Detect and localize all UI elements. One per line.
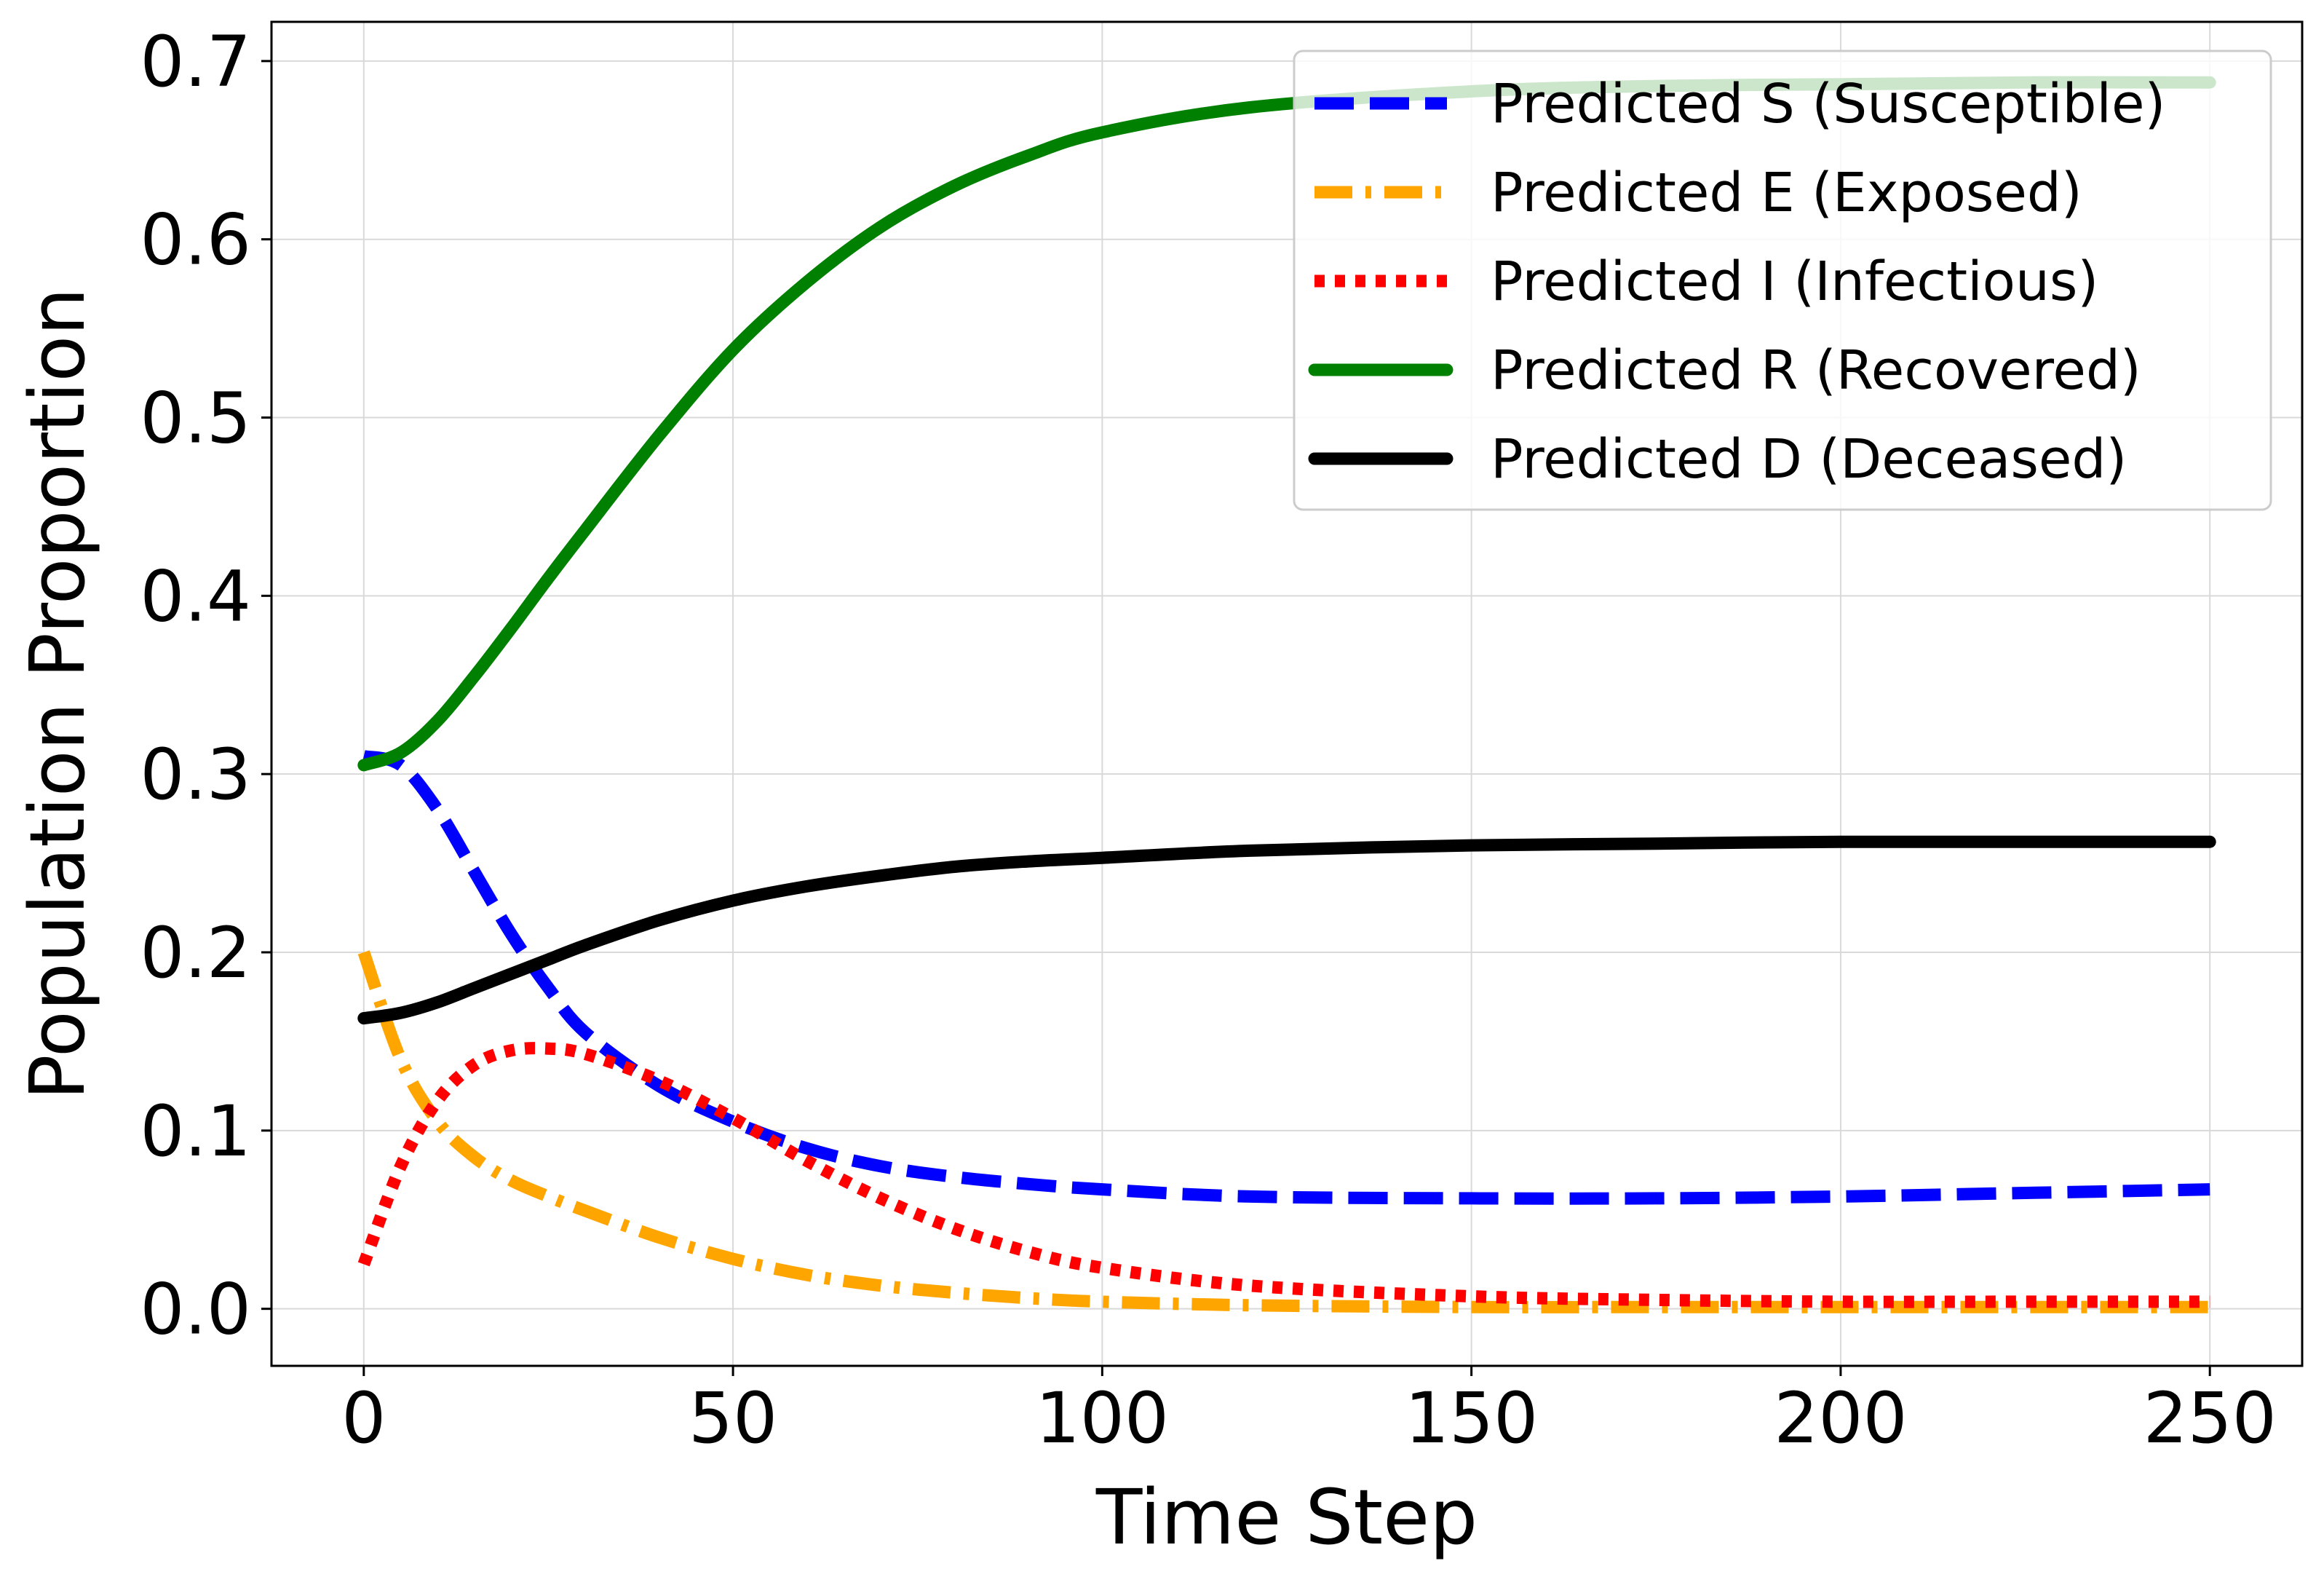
x-tick-label: 100 [1036,1378,1169,1459]
x-axis-title: Time Step [1095,1473,1478,1562]
legend-label: Predicted E (Exposed) [1491,162,2082,224]
legend-label: Predicted I (Infectious) [1491,250,2098,313]
y-tick-label: 0.5 [140,378,251,459]
series-line [357,835,2216,1025]
y-tick-label: 0.4 [140,556,251,637]
legend-label: Predicted R (Recovered) [1491,339,2141,402]
x-tick-label: 200 [1774,1378,1907,1459]
x-tick-label: 0 [341,1378,386,1459]
x-tick-label: 50 [689,1378,777,1459]
legend-label: Predicted S (Susceptible) [1491,73,2165,135]
y-tick-label: 0.1 [140,1091,251,1172]
legend: Predicted S (Susceptible) Predicted E (Ex… [1293,50,2272,511]
legend-label: Predicted D (Deceased) [1491,428,2127,491]
y-tick-label: 0.2 [140,912,251,994]
y-axis-title: Population Proportion [13,288,102,1100]
y-tick-label: 0.6 [140,199,251,281]
grid [271,22,2302,1366]
x-tick-label: 150 [1405,1378,1538,1459]
y-tick-label: 0.0 [140,1269,251,1351]
y-tick-label: 0.7 [140,21,251,103]
y-tick-label: 0.3 [140,734,251,815]
series-line [357,950,2210,1313]
plot-frame [270,20,2304,1367]
series-line [362,750,2210,1205]
ticks: 0 50 100 150 200 250 0.0 0.1 0.2 0.3 0.4 0.5 0.6 0.7 [140,21,2276,1459]
legend-box [1293,50,2272,511]
series-line [357,1042,2210,1308]
x-tick-label: 250 [2143,1378,2277,1459]
